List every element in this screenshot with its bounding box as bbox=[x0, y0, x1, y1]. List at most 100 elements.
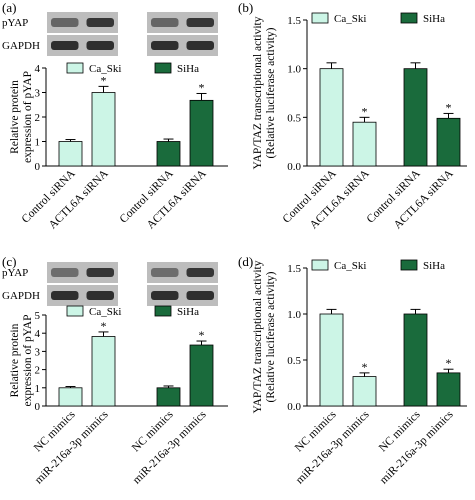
panel-d: (d) 0.0 0.5 1.0 1.5 YAP/TAZ transcriptional a… bbox=[238, 254, 467, 486]
bar bbox=[91, 336, 116, 407]
blot-band bbox=[186, 41, 214, 50]
y-axis-label: YAP/TAZ transcriptional activity bbox=[252, 16, 264, 169]
legend-label: SiHa bbox=[423, 13, 445, 25]
blot-strip bbox=[47, 12, 118, 33]
y-tick-label: 0.5 bbox=[287, 112, 301, 124]
blot-strip bbox=[47, 262, 118, 283]
y-axis-label: expression of pYAP bbox=[22, 315, 34, 407]
blot-band bbox=[186, 18, 214, 27]
bar bbox=[403, 313, 428, 407]
significance-star: * bbox=[446, 356, 452, 370]
blot-strip bbox=[147, 262, 218, 283]
y-tick-label: 1.0 bbox=[287, 309, 301, 321]
bar bbox=[352, 121, 377, 167]
y-tick-label: 0.0 bbox=[287, 161, 301, 173]
panel-label: (c) bbox=[2, 254, 16, 269]
y-tick-label: 0 bbox=[35, 401, 41, 413]
bar bbox=[156, 387, 181, 407]
blot-row-label: GAPDH bbox=[2, 40, 40, 52]
bar bbox=[319, 313, 344, 407]
bar bbox=[91, 92, 116, 167]
legend-label: Ca_Ski bbox=[334, 260, 366, 272]
blot-band bbox=[151, 18, 179, 27]
panel-label: (b) bbox=[238, 0, 253, 15]
x-tick-label: ACTL6A siRNA bbox=[145, 167, 209, 231]
blot-band bbox=[86, 268, 114, 277]
legend-swatch bbox=[154, 305, 172, 317]
blot-strip bbox=[147, 285, 218, 306]
panel-b: (b) 0.0 0.5 1.0 1.5 YAP/TAZ transcriptional a… bbox=[238, 0, 467, 231]
legend-swatch bbox=[154, 62, 172, 74]
legend-swatch bbox=[400, 12, 418, 24]
panel-c: (c)pYAP GAPDH 0 1 2 3 4 5 Relative protein expres… bbox=[2, 254, 228, 486]
blot-band bbox=[51, 268, 79, 277]
y-tick-label: 1 bbox=[35, 383, 41, 395]
y-tick-label: 2 bbox=[35, 112, 41, 124]
bar bbox=[436, 372, 461, 407]
blot-strip bbox=[147, 35, 218, 56]
blot-band bbox=[86, 18, 114, 27]
legend-label: Ca_Ski bbox=[89, 63, 121, 75]
y-tick-label: 4 bbox=[35, 63, 41, 75]
legend-swatch bbox=[66, 62, 84, 74]
blot-band bbox=[186, 268, 214, 277]
y-axis-label: YAP/TAZ transcriptional activity bbox=[252, 260, 264, 413]
x-tick-label: ACTL6A siRNA bbox=[392, 167, 456, 231]
bar bbox=[319, 68, 344, 167]
western-blot: pYAP GAPDH bbox=[2, 262, 218, 306]
y-axis-label: (Relative luciferase activity) bbox=[265, 271, 277, 402]
legend-swatch bbox=[400, 259, 418, 271]
legend-label: SiHa bbox=[423, 260, 445, 272]
blot-band bbox=[151, 41, 179, 50]
panel-a: (a) pYAP GAPDH 0 1 2 3 4 Relative protein express… bbox=[2, 0, 228, 231]
western-blot: pYAP GAPDH bbox=[2, 12, 218, 56]
legend-label: Ca_Ski bbox=[89, 306, 121, 318]
blot-band bbox=[51, 18, 79, 27]
blot-row-label: GAPDH bbox=[2, 290, 40, 302]
y-tick-label: 1.5 bbox=[287, 263, 301, 275]
y-axis-label: (Relative luciferase activity) bbox=[265, 27, 277, 158]
legend-label: SiHa bbox=[177, 63, 199, 75]
blot-strip bbox=[147, 12, 218, 33]
bar bbox=[436, 117, 461, 167]
y-tick-label: 3 bbox=[35, 346, 41, 358]
significance-star: * bbox=[446, 100, 452, 114]
y-axis-label: expression of pYAP bbox=[22, 71, 34, 163]
legend-swatch bbox=[311, 259, 329, 271]
panel-label: (d) bbox=[238, 254, 253, 269]
significance-star: * bbox=[199, 328, 205, 342]
significance-star: * bbox=[199, 80, 205, 94]
bar bbox=[352, 376, 377, 407]
blot-band bbox=[151, 291, 179, 300]
bar bbox=[58, 141, 83, 167]
y-tick-label: 0.5 bbox=[287, 355, 301, 367]
significance-star: * bbox=[101, 319, 107, 333]
blot-row-label: pYAP bbox=[2, 17, 28, 29]
significance-star: * bbox=[362, 360, 368, 374]
y-tick-label: 5 bbox=[35, 310, 41, 322]
blot-band bbox=[186, 291, 214, 300]
legend-label: SiHa bbox=[177, 306, 199, 318]
y-tick-label: 1.0 bbox=[287, 64, 301, 76]
y-tick-label: 0 bbox=[35, 161, 41, 173]
y-axis-label: Relative protein bbox=[9, 80, 21, 154]
x-tick-label: ACTL6A siRNA bbox=[47, 167, 111, 231]
bar bbox=[58, 387, 83, 407]
bar bbox=[156, 141, 181, 167]
blot-row-label: pYAP bbox=[2, 267, 28, 279]
significance-star: * bbox=[101, 73, 107, 87]
blot-band bbox=[51, 291, 79, 300]
legend-label: Ca_Ski bbox=[334, 13, 366, 25]
x-tick-label: ACTL6A siRNA bbox=[308, 167, 372, 231]
y-tick-label: 1 bbox=[35, 137, 41, 149]
blot-strip bbox=[47, 35, 118, 56]
bar bbox=[189, 99, 214, 167]
blot-band bbox=[51, 41, 79, 50]
legend-swatch bbox=[311, 12, 329, 24]
y-tick-label: 2 bbox=[35, 365, 41, 377]
y-axis-label: Relative protein bbox=[9, 323, 21, 397]
blot-band bbox=[86, 291, 114, 300]
bar bbox=[189, 344, 214, 407]
blot-band bbox=[86, 41, 114, 50]
